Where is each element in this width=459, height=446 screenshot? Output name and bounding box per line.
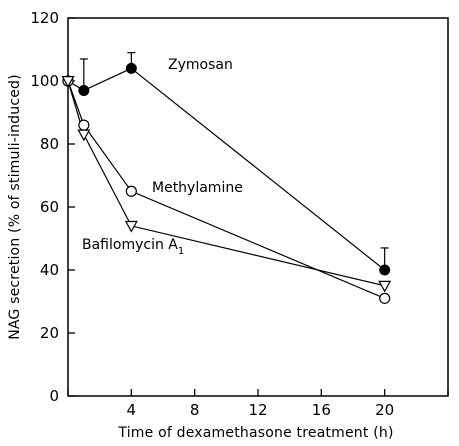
- point-bafilomycin-a: [124, 220, 138, 233]
- point-bafilomycin-a: [77, 129, 91, 142]
- x-tick-label: 16: [312, 401, 331, 419]
- series-label-zymosan: Zymosan: [168, 57, 233, 73]
- point-methylamine: [379, 292, 391, 304]
- series-markers: [61, 52, 392, 304]
- point-methylamine: [125, 185, 137, 197]
- series-line-zymosan: [67, 67, 386, 271]
- x-axis-title: Time of dexamethasone treatment (h): [117, 425, 393, 441]
- series-label-bafilomycin-a: Bafilomycin A1: [82, 237, 184, 257]
- series-lines: [67, 67, 386, 299]
- x-tick-label: 12: [248, 401, 267, 419]
- x-tick-label: 4: [127, 401, 137, 419]
- point-zymosan: [379, 264, 391, 276]
- y-tick-label: 60: [40, 198, 59, 216]
- point-zymosan: [78, 84, 90, 96]
- y-tick-label: 100: [30, 72, 59, 90]
- x-tick-label: 8: [190, 401, 200, 419]
- y-tick-label: 0: [49, 387, 59, 405]
- plot-frame: [67, 17, 449, 397]
- y-tick-label: 120: [30, 9, 59, 27]
- point-methylamine: [78, 119, 90, 131]
- axis-ticks: 0 20 40 60 80 100 120 4 8 12 16 20: [30, 9, 449, 419]
- point-bafilomycin-a: [378, 280, 392, 293]
- series-label-methylamine: Methylamine: [152, 180, 243, 196]
- y-tick-label: 80: [40, 135, 59, 153]
- y-axis-title: NAG secretion (% of stimuli-induced): [7, 74, 23, 340]
- series-line-methylamine: [67, 80, 385, 299]
- point-bafilomycin-a: [61, 75, 75, 88]
- y-tick-label: 40: [40, 261, 59, 279]
- series-line-bafilomycin-a: [67, 80, 385, 287]
- y-tick-label: 20: [40, 324, 59, 342]
- x-tick-label: 20: [375, 401, 394, 419]
- series-label-subscript: 1: [178, 246, 184, 257]
- series-labels: Zymosan Methylamine Bafilomycin A1: [82, 57, 243, 257]
- point-zymosan: [125, 62, 137, 74]
